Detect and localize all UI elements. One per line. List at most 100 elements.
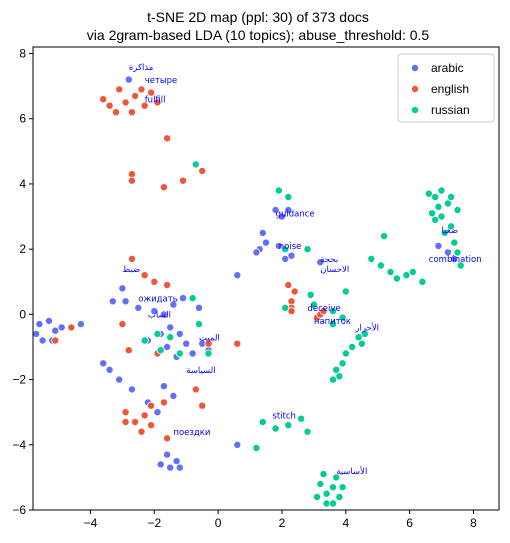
data-point-arabic-36 bbox=[172, 457, 181, 466]
data-point-arabic-24 bbox=[188, 349, 197, 358]
data-point-arabic-34 bbox=[153, 408, 162, 417]
legend-label-russian: russian bbox=[431, 103, 470, 117]
legend-label-arabic: arabic bbox=[431, 61, 464, 75]
data-point-english-24 bbox=[124, 346, 133, 355]
point-annotation: الأحرار bbox=[354, 323, 379, 334]
data-point-arabic-15 bbox=[169, 300, 178, 309]
data-point-english-34 bbox=[159, 398, 168, 407]
data-point-russian-44 bbox=[447, 222, 456, 231]
data-point-russian-55 bbox=[297, 414, 306, 423]
data-point-russian-20 bbox=[360, 329, 369, 338]
data-point-russian-56 bbox=[303, 427, 312, 436]
data-point-english-38 bbox=[191, 385, 200, 394]
x-axis-ticks: −4 −2 0 2 4 6 8 bbox=[84, 510, 477, 530]
data-point-russian-63 bbox=[313, 492, 322, 501]
x-tick-label: 8 bbox=[470, 516, 477, 530]
point-annotation: السياسة bbox=[186, 366, 215, 376]
data-point-russian-38 bbox=[431, 192, 440, 201]
data-point-arabic-4 bbox=[38, 336, 47, 345]
data-point-russian-2 bbox=[156, 346, 165, 355]
point-annotation: guidance bbox=[276, 210, 315, 220]
data-point-russian-49 bbox=[453, 248, 462, 257]
data-point-russian-16 bbox=[341, 287, 350, 296]
data-point-arabic-8 bbox=[76, 320, 85, 329]
data-point-english-7 bbox=[153, 98, 162, 107]
data-point-arabic-2 bbox=[45, 316, 54, 325]
data-point-arabic-20 bbox=[182, 339, 191, 348]
data-point-arabic-14 bbox=[159, 310, 168, 319]
data-point-arabic-29 bbox=[115, 375, 124, 384]
data-point-arabic-27 bbox=[99, 359, 108, 368]
data-point-russian-67 bbox=[328, 499, 337, 508]
data-point-arabic-48 bbox=[274, 241, 283, 250]
data-point-arabic-0 bbox=[124, 75, 133, 84]
data-point-russian-45 bbox=[453, 205, 462, 214]
data-point-arabic-45 bbox=[271, 205, 280, 214]
data-point-russian-33 bbox=[402, 271, 411, 280]
data-point-russian-15 bbox=[338, 313, 347, 322]
point-annotation: четыре bbox=[145, 76, 178, 86]
data-point-arabic-40 bbox=[233, 440, 242, 449]
data-point-russian-9 bbox=[274, 186, 283, 195]
data-point-russian-36 bbox=[418, 277, 427, 286]
data-point-arabic-50 bbox=[287, 251, 296, 260]
data-point-english-1 bbox=[105, 101, 114, 110]
x-tick-label: −4 bbox=[84, 516, 98, 530]
point-annotation: الساب bbox=[148, 311, 171, 321]
data-point-english-36 bbox=[204, 339, 213, 348]
points-layer bbox=[32, 75, 465, 508]
data-point-english-31 bbox=[121, 417, 130, 426]
data-point-russian-66 bbox=[319, 470, 328, 479]
data-point-russian-5 bbox=[194, 320, 203, 329]
data-point-russian-41 bbox=[437, 212, 446, 221]
data-point-arabic-7 bbox=[57, 323, 66, 332]
data-point-english-17 bbox=[127, 254, 136, 263]
chart-title-line2: via 2gram-based LDA (10 topics); abuse_t… bbox=[87, 27, 430, 43]
y-tick-label: 0 bbox=[19, 307, 26, 321]
data-point-english-26 bbox=[51, 336, 60, 345]
point-annotation: fulfill bbox=[145, 95, 166, 105]
data-point-russian-24 bbox=[338, 359, 347, 368]
data-point-russian-19 bbox=[281, 303, 290, 312]
data-point-english-43 bbox=[287, 307, 296, 316]
data-point-russian-30 bbox=[376, 261, 385, 270]
data-point-arabic-39 bbox=[175, 463, 184, 472]
data-point-arabic-38 bbox=[166, 463, 175, 472]
data-point-english-25 bbox=[67, 323, 76, 332]
data-point-arabic-12 bbox=[134, 303, 143, 312]
data-point-english-29 bbox=[140, 411, 149, 420]
data-point-english-33 bbox=[147, 401, 156, 410]
point-annotation: stitch bbox=[272, 412, 296, 422]
data-point-arabic-22 bbox=[163, 342, 172, 351]
data-point-russian-8 bbox=[140, 336, 149, 345]
point-annotation: напиток bbox=[314, 317, 351, 327]
data-point-russian-64 bbox=[332, 473, 341, 482]
data-point-arabic-28 bbox=[105, 365, 114, 374]
data-point-arabic-41 bbox=[261, 238, 270, 247]
y-tick-label: 6 bbox=[19, 112, 26, 126]
x-tick-label: −2 bbox=[147, 516, 161, 530]
data-point-english-9 bbox=[127, 108, 136, 117]
data-point-russian-10 bbox=[284, 192, 293, 201]
data-point-arabic-52 bbox=[233, 271, 242, 280]
legend: arabic english russian bbox=[397, 53, 495, 123]
data-point-russian-32 bbox=[392, 274, 401, 283]
point-annotation: поездки bbox=[173, 428, 210, 438]
data-point-english-37 bbox=[233, 339, 242, 348]
point-annotation: ضغيا bbox=[442, 226, 458, 236]
data-point-russian-57 bbox=[252, 443, 261, 452]
data-point-russian-17 bbox=[306, 290, 315, 299]
y-tick-label: −6 bbox=[12, 503, 26, 517]
data-point-russian-1 bbox=[153, 329, 162, 338]
data-point-russian-26 bbox=[328, 375, 337, 384]
data-point-russian-50 bbox=[456, 261, 465, 270]
legend-label-english: english bbox=[431, 82, 469, 96]
data-point-arabic-51 bbox=[316, 258, 325, 267]
data-point-arabic-42 bbox=[258, 228, 267, 237]
data-point-english-12 bbox=[178, 176, 187, 185]
data-point-russian-31 bbox=[386, 267, 395, 276]
x-tick-label: 6 bbox=[406, 516, 413, 530]
point-annotation: مذاكرة bbox=[129, 63, 154, 73]
data-point-english-13 bbox=[198, 166, 207, 175]
